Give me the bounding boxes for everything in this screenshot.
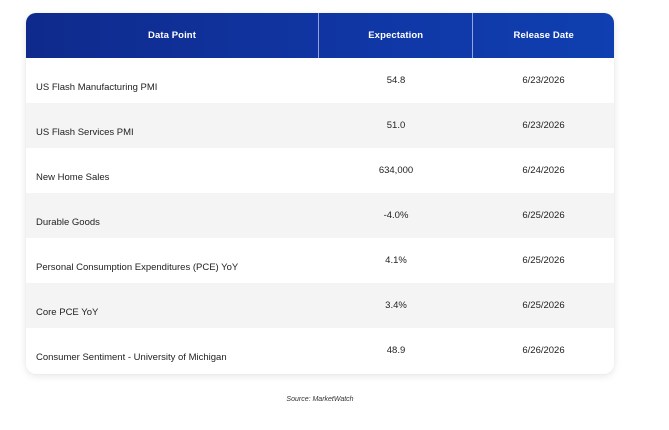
data-point-cell: Consumer Sentiment - University of Michi… — [36, 352, 227, 363]
table-row: New Home Sales 634,000 6/24/2026 — [26, 148, 614, 193]
table-row: Consumer Sentiment - University of Michi… — [26, 328, 614, 373]
release-date-cell: 6/23/2026 — [522, 75, 565, 86]
expectation-cell: 54.8 — [386, 75, 406, 86]
release-date-cell: 6/26/2026 — [522, 345, 565, 356]
data-point-cell: Personal Consumption Expenditures (PCE) … — [36, 262, 239, 273]
expectation-cell: 51.0 — [386, 120, 406, 131]
header-release-date: Release Date — [472, 13, 614, 58]
table-row: Durable Goods -4.0% 6/25/2026 — [26, 193, 614, 238]
data-point-cell: Core PCE YoY — [36, 307, 99, 318]
table-row: Core PCE YoY 3.4% 6/25/2026 — [26, 283, 614, 328]
release-date-cell: 6/25/2026 — [522, 210, 565, 221]
table-header: Data Point Expectation Release Date — [26, 13, 614, 58]
economic-data-table: Data Point Expectation Release Date US F… — [26, 13, 614, 374]
expectation-cell: 3.4% — [385, 300, 407, 311]
data-point-cell: New Home Sales — [36, 172, 110, 183]
expectation-cell: 4.1% — [385, 255, 407, 266]
release-date-cell: 6/24/2026 — [522, 165, 565, 176]
header-data-point: Data Point — [148, 30, 196, 41]
release-date-cell: 6/25/2026 — [522, 255, 565, 266]
data-point-cell: US Flash Services PMI — [36, 127, 134, 138]
table-row: US Flash Manufacturing PMI 54.8 6/23/202… — [26, 58, 614, 103]
table-row: Personal Consumption Expenditures (PCE) … — [26, 238, 614, 283]
expectation-cell: 48.9 — [386, 345, 406, 356]
expectation-cell: -4.0% — [383, 210, 409, 221]
source-note: Source: MarketWatch — [286, 396, 354, 403]
release-date-cell: 6/25/2026 — [522, 300, 565, 311]
release-date-cell: 6/23/2026 — [522, 120, 565, 131]
data-point-cell: Durable Goods — [36, 217, 100, 228]
expectation-cell: 634,000 — [378, 165, 414, 176]
data-point-cell: US Flash Manufacturing PMI — [36, 82, 158, 93]
table-row: US Flash Services PMI 51.0 6/23/2026 — [26, 103, 614, 148]
header-expectation: Expectation — [318, 13, 472, 58]
